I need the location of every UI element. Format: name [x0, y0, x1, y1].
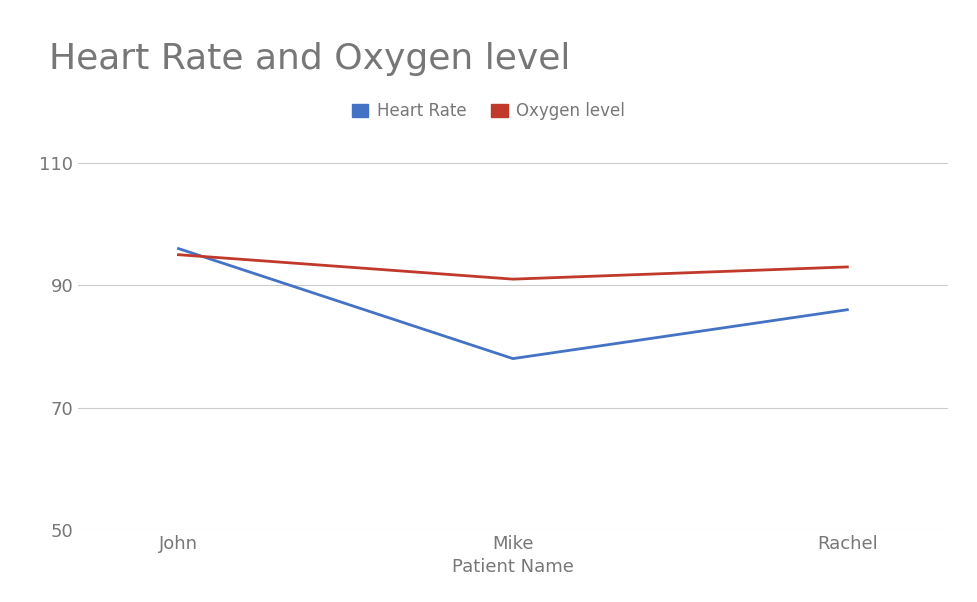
Oxygen level — [173, 251, 185, 258]
Legend: Heart Rate, Oxygen level: Heart Rate, Oxygen level — [345, 96, 632, 127]
Line: Heart Rate: Heart Rate — [179, 249, 847, 359]
Line: Oxygen level: Oxygen level — [179, 255, 847, 279]
Oxygen level — [507, 276, 519, 283]
Heart Rate — [841, 306, 853, 313]
X-axis label: Patient Name: Patient Name — [452, 558, 573, 576]
Heart Rate — [507, 355, 519, 362]
Text: Heart Rate and Oxygen level: Heart Rate and Oxygen level — [49, 42, 571, 76]
Heart Rate — [173, 245, 185, 252]
Oxygen level — [841, 263, 853, 270]
